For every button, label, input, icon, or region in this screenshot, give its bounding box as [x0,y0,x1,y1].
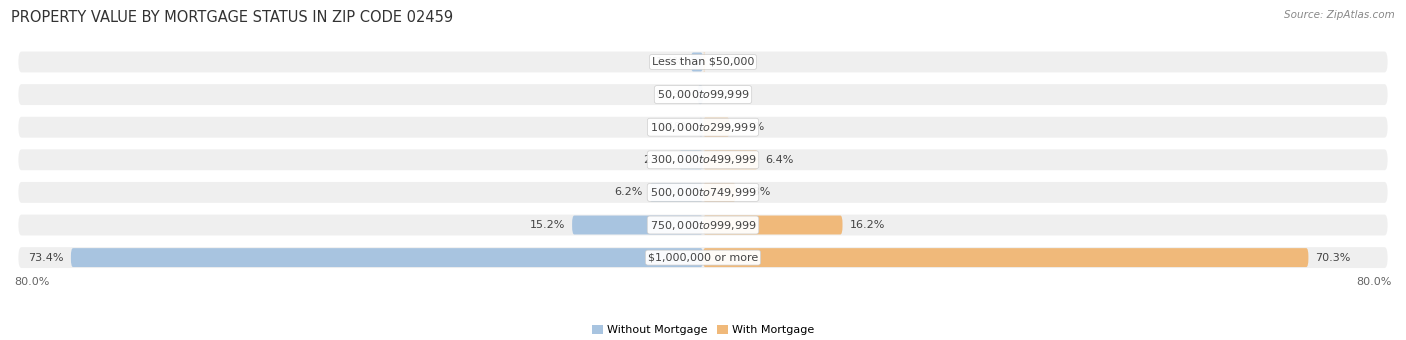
FancyBboxPatch shape [70,248,703,267]
Text: PROPERTY VALUE BY MORTGAGE STATUS IN ZIP CODE 02459: PROPERTY VALUE BY MORTGAGE STATUS IN ZIP… [11,10,453,25]
FancyBboxPatch shape [697,85,703,104]
FancyBboxPatch shape [679,150,703,169]
FancyBboxPatch shape [703,53,706,71]
Text: 80.0%: 80.0% [1357,277,1392,287]
Text: 6.2%: 6.2% [614,187,643,198]
FancyBboxPatch shape [18,182,1388,203]
Text: $1,000,000 or more: $1,000,000 or more [648,253,758,262]
FancyBboxPatch shape [650,183,703,202]
FancyBboxPatch shape [703,183,735,202]
Text: $50,000 to $99,999: $50,000 to $99,999 [657,88,749,101]
Text: 3.8%: 3.8% [742,187,770,198]
Text: 1.4%: 1.4% [655,57,685,67]
Legend: Without Mortgage, With Mortgage: Without Mortgage, With Mortgage [588,321,818,340]
FancyBboxPatch shape [703,216,842,235]
FancyBboxPatch shape [690,53,703,71]
Text: 0.0%: 0.0% [710,90,738,100]
Text: 3.1%: 3.1% [737,122,765,132]
Text: 0.63%: 0.63% [655,90,690,100]
Text: Source: ZipAtlas.com: Source: ZipAtlas.com [1284,10,1395,20]
Text: 0.48%: 0.48% [657,122,692,132]
Text: 6.4%: 6.4% [765,155,793,165]
FancyBboxPatch shape [18,84,1388,105]
Text: $100,000 to $299,999: $100,000 to $299,999 [650,121,756,134]
Text: $750,000 to $999,999: $750,000 to $999,999 [650,219,756,232]
Text: 0.27%: 0.27% [713,57,748,67]
Text: 70.3%: 70.3% [1315,253,1351,262]
FancyBboxPatch shape [572,216,703,235]
Text: 15.2%: 15.2% [530,220,565,230]
FancyBboxPatch shape [699,118,703,137]
Text: 73.4%: 73.4% [28,253,65,262]
Text: 80.0%: 80.0% [14,277,49,287]
FancyBboxPatch shape [18,117,1388,138]
Text: 16.2%: 16.2% [849,220,884,230]
FancyBboxPatch shape [703,248,1309,267]
FancyBboxPatch shape [18,52,1388,72]
Text: 2.8%: 2.8% [644,155,672,165]
Text: Less than $50,000: Less than $50,000 [652,57,754,67]
FancyBboxPatch shape [18,247,1388,268]
FancyBboxPatch shape [18,149,1388,170]
FancyBboxPatch shape [18,215,1388,235]
Text: $300,000 to $499,999: $300,000 to $499,999 [650,153,756,166]
FancyBboxPatch shape [703,118,730,137]
FancyBboxPatch shape [703,150,758,169]
Text: $500,000 to $749,999: $500,000 to $749,999 [650,186,756,199]
